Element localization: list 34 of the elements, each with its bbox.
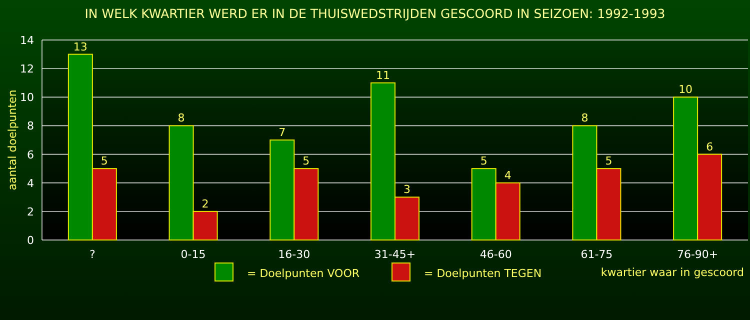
y-tick-label: 6 xyxy=(27,148,34,162)
data-label: 10 xyxy=(678,83,693,96)
x-tick-label: 46-60 xyxy=(480,248,512,261)
data-label: 5 xyxy=(100,154,108,168)
x-tick-label: 76-90+ xyxy=(676,248,718,261)
legend-label: = Doelpunten TEGEN xyxy=(424,267,542,280)
y-tick-label: 8 xyxy=(27,120,34,133)
data-label: 11 xyxy=(376,68,390,82)
y-tick-label: 14 xyxy=(20,34,34,47)
x-axis-title: kwartier waar in gescoord xyxy=(600,266,744,279)
legend-label: = Doelpunten VOOR xyxy=(247,267,360,280)
y-tick-label: 4 xyxy=(27,176,34,190)
x-tick-label: 31-45+ xyxy=(374,248,416,261)
chart-title: IN WELK KWARTIER WERD ER IN DE THUISWEDSTRIJDEN GESCOORD IN SEIZOEN: 1992-1993 xyxy=(84,6,666,21)
y-tick-label: 0 xyxy=(27,234,34,247)
y-tick-label: 12 xyxy=(20,62,34,76)
data-label: 3 xyxy=(404,183,410,196)
data-label: 8 xyxy=(178,112,185,125)
data-label: 4 xyxy=(504,168,512,182)
data-label: 6 xyxy=(706,140,714,154)
x-tick-label: 61-75 xyxy=(580,248,613,261)
x-tick-label: ? xyxy=(90,248,96,261)
y-tick-label: 10 xyxy=(20,91,34,104)
data-label: 2 xyxy=(202,197,209,210)
data-label: 13 xyxy=(73,40,88,54)
data-label: 5 xyxy=(302,154,310,168)
x-tick-label: 0-15 xyxy=(180,248,206,261)
data-label: 5 xyxy=(480,154,488,168)
y-axis-title: aantal doelpunten xyxy=(6,90,19,190)
data-label: 7 xyxy=(278,126,286,139)
x-tick-label: 16-30 xyxy=(278,248,310,261)
data-label: 5 xyxy=(605,154,612,168)
y-tick-label: 2 xyxy=(27,205,34,218)
data-label: 8 xyxy=(581,112,588,125)
